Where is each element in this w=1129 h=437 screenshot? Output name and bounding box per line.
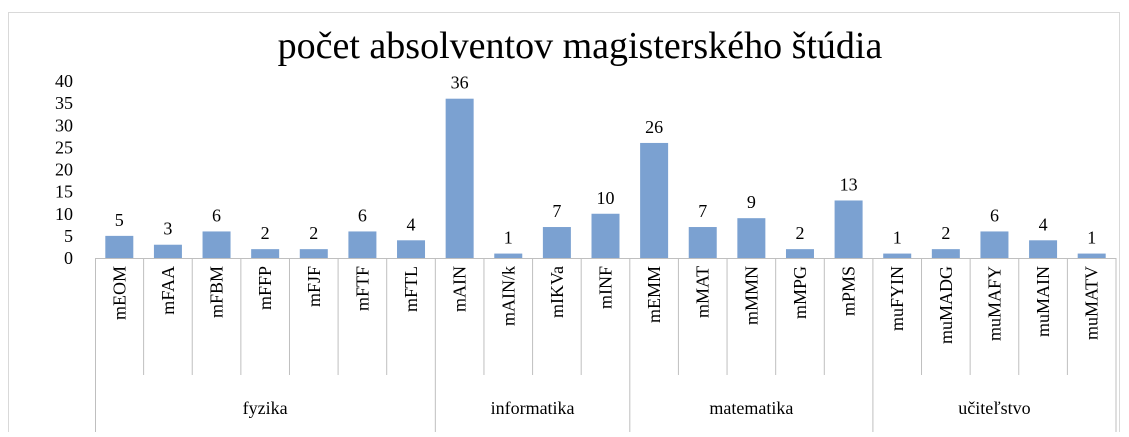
bar: [153, 244, 182, 258]
x-tick-label: mEMM: [644, 266, 664, 323]
y-tick-label: 20: [55, 160, 73, 180]
x-tick-label: mFTL: [401, 266, 421, 312]
x-tick-label: mAIN/k: [498, 266, 518, 326]
data-label: 5: [115, 210, 124, 230]
data-label: 4: [1039, 214, 1048, 234]
data-label: 1: [1087, 228, 1096, 248]
y-tick-label: 40: [55, 71, 73, 91]
bar: [591, 213, 620, 258]
y-tick-label: 25: [55, 137, 73, 157]
data-label: 9: [747, 192, 756, 212]
bar: [299, 249, 328, 258]
x-tick-label: mIKVa: [547, 266, 567, 318]
x-tick-label: mFAA: [158, 266, 178, 315]
x-tick-label: mINF: [596, 266, 616, 309]
x-tick-label: mFTF: [352, 266, 372, 311]
bar: [1029, 240, 1058, 258]
x-tick-label: muMAIN: [1033, 266, 1053, 337]
y-tick-label: 15: [55, 182, 73, 202]
bar: [785, 249, 814, 258]
data-label: 4: [407, 214, 416, 234]
x-tick-label: mAIN: [450, 266, 470, 312]
chart-title: počet absolventov magisterského štúdia: [278, 25, 883, 67]
data-label: 6: [358, 205, 367, 225]
bar: [980, 231, 1009, 258]
bar: [251, 249, 280, 258]
x-tick-label: mFFP: [255, 266, 275, 310]
data-label: 26: [645, 117, 663, 137]
y-tick-label: 30: [55, 115, 73, 135]
x-tick-label: mFBM: [207, 266, 227, 318]
data-label: 2: [941, 223, 950, 243]
bar: [688, 227, 717, 258]
bar: [105, 235, 134, 258]
data-label: 6: [212, 205, 221, 225]
data-label: 6: [990, 205, 999, 225]
bar: [397, 240, 426, 258]
y-tick-label: 5: [64, 226, 73, 246]
x-tick-label: mPMS: [839, 266, 859, 316]
bar: [640, 142, 669, 258]
y-tick-label: 0: [64, 248, 73, 268]
x-tick-label: muMATV: [1082, 266, 1102, 340]
data-label: 2: [261, 223, 270, 243]
data-label: 1: [504, 228, 513, 248]
data-label: 7: [698, 201, 707, 221]
data-label: 3: [163, 219, 172, 239]
data-label: 1: [893, 228, 902, 248]
x-tick-label: mMPG: [790, 266, 810, 319]
group-label: informatika: [491, 398, 575, 418]
x-tick-label: mMMN: [741, 266, 761, 325]
group-label: učiteľstvo: [958, 398, 1030, 418]
bar: [494, 253, 523, 258]
data-label: 13: [840, 174, 858, 194]
group-label: fyzika: [243, 398, 288, 418]
y-tick-label: 35: [55, 93, 73, 113]
data-label: 36: [451, 73, 469, 93]
x-tick-label: muMADG: [936, 266, 956, 344]
group-label: matematika: [709, 398, 793, 418]
bar: [834, 200, 863, 258]
chart-border: [8, 12, 1120, 437]
x-tick-label: mEOM: [109, 266, 129, 320]
bar: [445, 98, 474, 258]
bar: [1077, 253, 1106, 258]
x-tick-label: muMAFY: [984, 266, 1004, 341]
data-label: 2: [309, 223, 318, 243]
x-tick-label: mFJF: [304, 266, 324, 307]
data-label: 2: [795, 223, 804, 243]
data-label: 7: [552, 201, 561, 221]
x-tick-label: mMAT: [693, 266, 713, 318]
bar: [202, 231, 231, 258]
bar: [931, 249, 960, 258]
x-tick-label: muFYIN: [887, 266, 907, 331]
data-label: 10: [597, 188, 615, 208]
y-tick-label: 10: [55, 204, 73, 224]
bar: [348, 231, 377, 258]
bar: [542, 227, 571, 258]
bar: [737, 218, 766, 258]
bar: [883, 253, 912, 258]
